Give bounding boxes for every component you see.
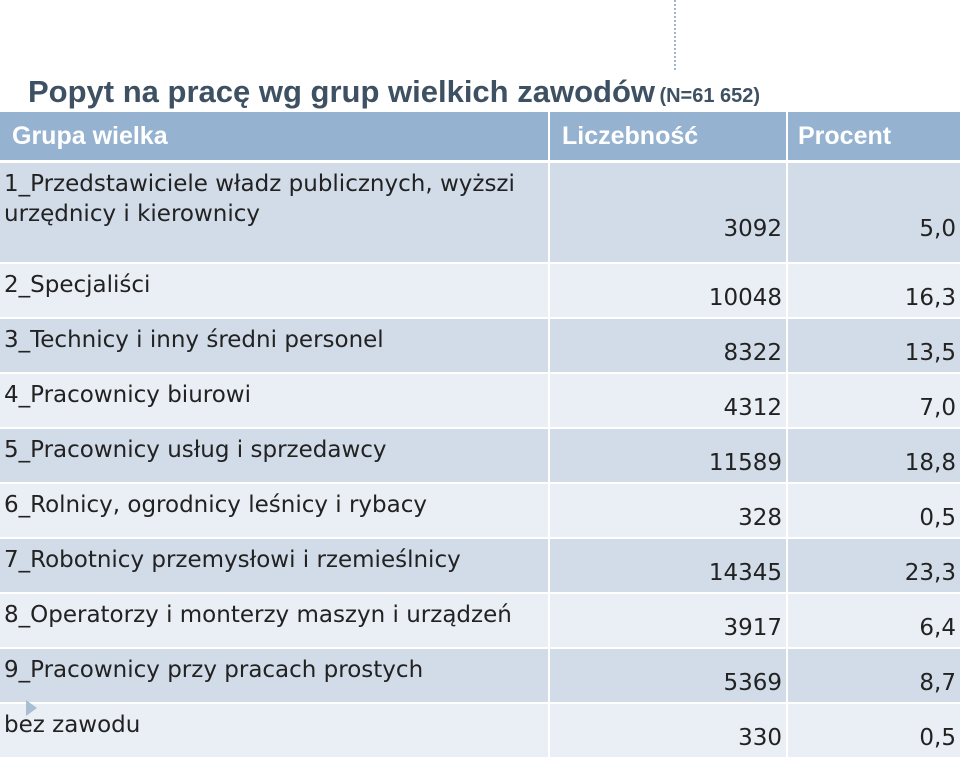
row-name: 4_Pracownicy biurowi xyxy=(0,373,550,429)
row-name: 5_Pracownicy usług i sprzedawcy xyxy=(0,428,550,484)
table-row: 9_Pracownicy przy pracach prostych 5369 … xyxy=(0,648,960,704)
occupation-table: Grupa wielka Liczebność Procent 1_Przeds… xyxy=(0,112,960,759)
title-sample-size: (N=61 652) xyxy=(659,85,761,107)
table-row: 3_Technicy i inny średni personel 8322 1… xyxy=(0,318,960,374)
table-header-row: Grupa wielka Liczebność Procent xyxy=(0,112,960,163)
row-percent: 7,0 xyxy=(787,373,960,429)
row-name: 6_Rolnicy, ogrodnicy leśnicy i rybacy xyxy=(0,483,550,539)
row-name: 8_Operatorzy i monterzy maszyn i urządze… xyxy=(0,593,550,649)
table-row: 5_Pracownicy usług i sprzedawcy 11589 18… xyxy=(0,428,960,484)
title-main: Popyt na pracę wg grup wielkich zawodów xyxy=(28,74,655,109)
row-percent: 6,4 xyxy=(787,593,960,649)
row-count: 11589 xyxy=(549,428,788,484)
table-row: 6_Rolnicy, ogrodnicy leśnicy i rybacy 32… xyxy=(0,483,960,539)
header-group: Grupa wielka xyxy=(0,112,550,163)
row-count: 330 xyxy=(549,703,788,759)
slide-nav-triangle-icon xyxy=(26,700,37,716)
table-row: 8_Operatorzy i monterzy maszyn i urządze… xyxy=(0,593,960,649)
row-percent: 13,5 xyxy=(787,318,960,374)
row-name: 7_Robotnicy przemysłowi i rzemieślnicy xyxy=(0,538,550,594)
row-name: 2_Specjaliści xyxy=(0,263,550,319)
row-percent: 18,8 xyxy=(787,428,960,484)
row-count: 10048 xyxy=(549,263,788,319)
table-row: 4_Pracownicy biurowi 4312 7,0 xyxy=(0,373,960,429)
slide-guide-line xyxy=(674,0,676,70)
row-percent: 8,7 xyxy=(787,648,960,704)
row-name: 9_Pracownicy przy pracach prostych xyxy=(0,648,550,704)
header-percent: Procent xyxy=(787,112,960,163)
row-count: 8322 xyxy=(549,318,788,374)
table-row: 1_Przedstawiciele władz publicznych, wyż… xyxy=(0,161,960,264)
table-row: 2_Specjaliści 10048 16,3 xyxy=(0,263,960,319)
row-count: 3092 xyxy=(549,161,788,264)
table-row: 7_Robotnicy przemysłowi i rzemieślnicy 1… xyxy=(0,538,960,594)
slide-title: Popyt na pracę wg grup wielkich zawodów … xyxy=(28,74,760,110)
row-count: 328 xyxy=(549,483,788,539)
header-count: Liczebność xyxy=(549,112,788,163)
row-percent: 0,5 xyxy=(787,703,960,759)
row-name: 3_Technicy i inny średni personel xyxy=(0,318,550,374)
row-percent: 23,3 xyxy=(787,538,960,594)
row-count: 4312 xyxy=(549,373,788,429)
row-percent: 5,0 xyxy=(787,161,960,264)
row-count: 5369 xyxy=(549,648,788,704)
row-percent: 16,3 xyxy=(787,263,960,319)
row-name: bez zawodu xyxy=(0,703,550,759)
table-row: bez zawodu 330 0,5 xyxy=(0,703,960,759)
row-percent: 0,5 xyxy=(787,483,960,539)
row-count: 14345 xyxy=(549,538,788,594)
row-count: 3917 xyxy=(549,593,788,649)
row-name: 1_Przedstawiciele władz publicznych, wyż… xyxy=(0,161,550,264)
